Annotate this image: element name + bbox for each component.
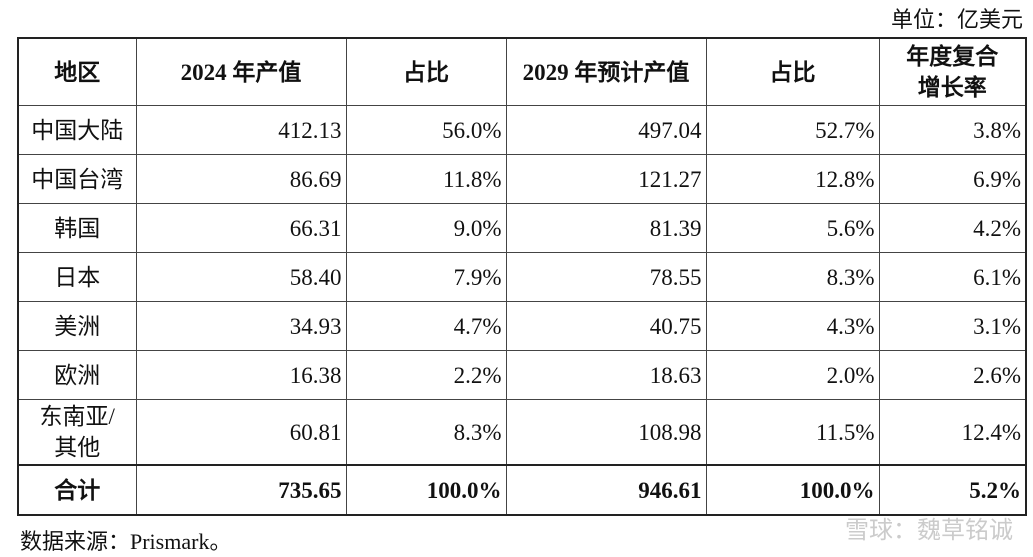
row-label: 中国台湾 [17, 154, 137, 204]
cell: 6.9% [878, 154, 1027, 204]
cell: 66.31 [135, 203, 347, 253]
column-header: 地区 [17, 37, 137, 106]
cell: 40.75 [505, 301, 707, 351]
cell: 11.8% [345, 154, 507, 204]
cell: 100.0% [345, 464, 507, 516]
cell: 12.8% [705, 154, 880, 204]
cell: 58.40 [135, 252, 347, 302]
cell: 81.39 [505, 203, 707, 253]
cell: 946.61 [505, 464, 707, 516]
cell: 4.3% [705, 301, 880, 351]
cell: 108.98 [505, 399, 707, 466]
cell: 8.3% [705, 252, 880, 302]
unit-note: 单位：亿美元 [890, 7, 1023, 32]
cell: 5.6% [705, 203, 880, 253]
cell: 8.3% [345, 399, 507, 466]
cell: 2.2% [345, 350, 507, 400]
cell: 2.0% [705, 350, 880, 400]
column-header: 2024 年产值 [135, 37, 347, 106]
row-label: 中国大陆 [17, 105, 137, 155]
cell: 7.9% [345, 252, 507, 302]
cell: 56.0% [345, 105, 507, 155]
data-table: 地区 2024 年产值 占比 2029 年预计产值 占比 年度复合 增长率 中国大陆 412… [17, 37, 1027, 516]
header-row: 地区 2024 年产值 占比 2029 年预计产值 占比 年度复合 增长率 [17, 37, 1027, 106]
column-header: 占比 [705, 37, 880, 106]
row-label: 东南亚/ 其他 [17, 399, 137, 466]
cell: 497.04 [505, 105, 707, 155]
table-row: 日本 58.40 7.9% 78.55 8.3% 6.1% [17, 252, 1027, 302]
cell: 4.2% [878, 203, 1027, 253]
column-header: 年度复合 增长率 [878, 37, 1027, 106]
cell: 100.0% [705, 464, 880, 516]
cell: 2.6% [878, 350, 1027, 400]
cell: 5.2% [878, 464, 1027, 516]
cell: 34.93 [135, 301, 347, 351]
table-row: 欧洲 16.38 2.2% 18.63 2.0% 2.6% [17, 350, 1027, 400]
row-label: 韩国 [17, 203, 137, 253]
cell: 11.5% [705, 399, 880, 466]
table-row: 东南亚/ 其他 60.81 8.3% 108.98 11.5% 12.4% [17, 399, 1027, 466]
cell: 121.27 [505, 154, 707, 204]
table-row: 中国台湾 86.69 11.8% 121.27 12.8% 6.9% [17, 154, 1027, 204]
table-row: 韩国 66.31 9.0% 81.39 5.6% 4.2% [17, 203, 1027, 253]
row-label: 合计 [17, 464, 137, 516]
row-label: 日本 [17, 252, 137, 302]
cell: 60.81 [135, 399, 347, 466]
cell: 18.63 [505, 350, 707, 400]
watermark: 雪球：魏草铭诚 [845, 518, 1013, 544]
source-note: 数据来源：Prismark。 [20, 529, 232, 554]
column-header: 占比 [345, 37, 507, 106]
table-row: 中国大陆 412.13 56.0% 497.04 52.7% 3.8% [17, 105, 1027, 155]
cell: 16.38 [135, 350, 347, 400]
row-label: 欧洲 [17, 350, 137, 400]
cell: 3.8% [878, 105, 1027, 155]
cell: 735.65 [135, 464, 347, 516]
cell: 412.13 [135, 105, 347, 155]
cell: 6.1% [878, 252, 1027, 302]
cell: 12.4% [878, 399, 1027, 466]
cell: 4.7% [345, 301, 507, 351]
cell: 78.55 [505, 252, 707, 302]
cell: 52.7% [705, 105, 880, 155]
row-label: 美洲 [17, 301, 137, 351]
column-header: 2029 年预计产值 [505, 37, 707, 106]
table-row: 美洲 34.93 4.7% 40.75 4.3% 3.1% [17, 301, 1027, 351]
cell: 86.69 [135, 154, 347, 204]
table-row: 合计 735.65 100.0% 946.61 100.0% 5.2% [17, 464, 1027, 516]
cell: 3.1% [878, 301, 1027, 351]
cell: 9.0% [345, 203, 507, 253]
